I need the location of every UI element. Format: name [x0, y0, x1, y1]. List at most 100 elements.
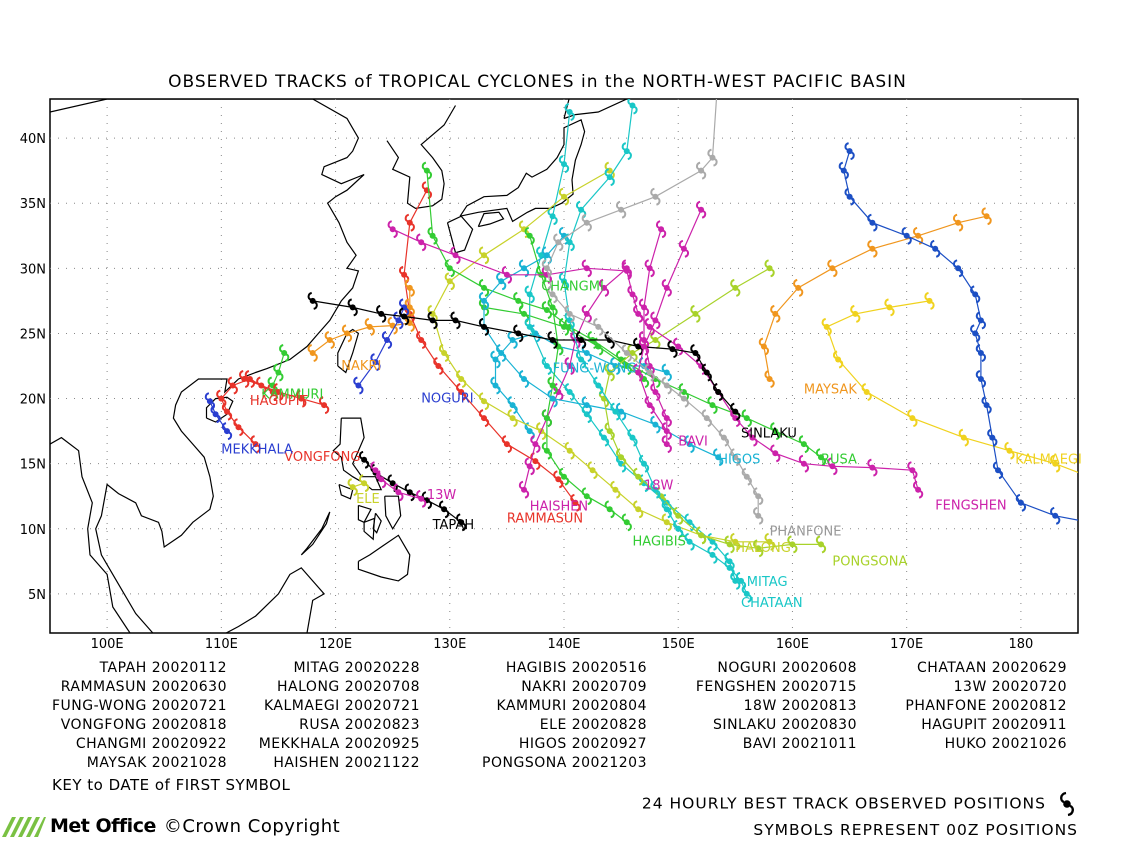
cyclone-position-symbol: [598, 428, 610, 447]
cyclone-position-symbol: [827, 259, 838, 278]
cyclone-position-symbol: [364, 317, 375, 336]
cyclone-position-symbol: [358, 474, 370, 493]
storm-label: HAGUPIT: [250, 394, 308, 409]
storm-label: CHATAAN: [741, 596, 803, 611]
key-entry: TAPAH 20020112: [99, 660, 227, 676]
key-entry: HAGUPIT 20020911: [921, 717, 1067, 733]
date-key: TAPAH 20020112 MITAG 20020228 HAGIBIS 2002…: [0, 660, 1130, 771]
cyclone-position-symbol: [558, 272, 570, 291]
cyclone-position-symbol: [604, 168, 615, 187]
storm-track: [523, 267, 628, 490]
chart-title: OBSERVED TRACKS of TROPICAL CYCLONES in …: [168, 72, 907, 92]
coastline: [50, 99, 365, 633]
key-entry: NOGURI 20020608: [717, 660, 857, 676]
cyclone-position-symbol: [530, 435, 541, 454]
cyclone-position-symbol: [358, 450, 370, 469]
cyclone-position-symbol: [827, 457, 838, 476]
storm-label: CHANGMI: [541, 280, 604, 295]
cyclone-position-symbol: [210, 405, 221, 424]
cyclone-position-symbol: [867, 239, 878, 258]
cyclone-position-symbol: [901, 226, 912, 245]
cyclone-position-symbol: [867, 458, 878, 477]
storm-label: RUSA: [821, 453, 857, 468]
axis-tick-labels: 100E 110E 120E 130E 140E 150E 160E 170E 180 5N 10N…: [20, 132, 1034, 652]
cyclone-position-symbol: [730, 448, 741, 467]
lat-tick-label: 25N: [20, 327, 46, 342]
cyclone-position-symbol: [718, 428, 730, 447]
cyclone-position-symbol: [575, 350, 587, 369]
lon-tick-label: 180: [1008, 637, 1033, 652]
met-office-branding: Met Office ©Crown Copyright: [0, 812, 340, 840]
cyclone-position-symbol: [850, 304, 861, 323]
cyclone-position-symbol: [490, 350, 501, 369]
storm-label: BAVI: [678, 434, 708, 449]
cyclone-position-symbol: [307, 344, 318, 362]
cyclone-position-symbol: [684, 435, 695, 454]
cyclone-position-symbol: [615, 200, 627, 219]
storm-label: MITAG: [747, 575, 788, 590]
key-entry: HIGOS 20020927: [518, 736, 647, 752]
cyclone-position-symbol: [564, 441, 575, 460]
cyclone-position-symbol: [478, 291, 490, 310]
cyclone-position-symbol: [844, 142, 855, 161]
storm-label: HALONG: [735, 541, 790, 556]
cyclone-position-symbol: [753, 487, 764, 506]
cyclone-position-symbol: [907, 461, 918, 480]
cyclone-position-symbol: [547, 298, 558, 317]
cyclone-position-symbol: [735, 571, 747, 590]
lat-tick-label: 5N: [28, 588, 46, 603]
legend-line-2: SYMBOLS REPRESENT 00Z POSITIONS: [753, 821, 1078, 839]
cyclone-position-symbol: [661, 513, 672, 532]
cyclone-position-symbol: [347, 478, 358, 497]
cyclone-position-symbol: [575, 331, 587, 349]
cyclone-position-symbol: [753, 506, 764, 525]
cyclone-position-symbol: [655, 220, 667, 239]
storm-label: 18W: [644, 479, 674, 494]
cyclone-position-symbol: [541, 301, 553, 319]
key-entry: KAMMURI 20020804: [496, 698, 647, 714]
cyclone-position-symbol: [798, 454, 810, 473]
key-entry: PONGSONA 20021203: [482, 755, 647, 771]
lat-tick-label: 40N: [20, 132, 46, 147]
cyclone-position-symbol: [318, 396, 330, 415]
cyclone-position-symbol: [273, 383, 284, 401]
key-entry: SINLAKU 20020830: [713, 717, 857, 733]
cyclone-position-symbol: [724, 558, 735, 577]
cyclone-position-symbol: [524, 457, 535, 476]
coastline: [372, 512, 382, 534]
key-entry: NAKRI 20020709: [521, 679, 647, 695]
cyclone-position-symbol: [553, 470, 564, 489]
cyclone-position-symbol: [673, 519, 684, 538]
cyclone-position-symbol: [815, 535, 827, 554]
cyclone-position-symbol: [496, 344, 507, 362]
lon-tick-label: 130E: [433, 637, 466, 652]
cyclone-position-symbol: [444, 259, 455, 278]
cyclone-position-symbol: [570, 493, 581, 512]
cyclone-position-symbol: [296, 389, 307, 408]
key-entry: ELE 20020828: [539, 717, 647, 733]
cyclone-position-symbol: [621, 261, 632, 280]
cyclone-position-symbol: [610, 480, 621, 499]
coastline: [563, 99, 628, 120]
cyclone-position-symbol: [661, 363, 672, 382]
cyclone-position-symbol: [564, 103, 575, 121]
key-entry: MEKKHALA 20020925: [258, 736, 420, 752]
storm-label: FUNG-WONG: [553, 362, 637, 377]
cyclone-position-symbol: [404, 278, 415, 297]
key-entry: MITAG 20020228: [293, 660, 420, 676]
cyclone-position-symbol: [273, 363, 284, 382]
cyclone-position-symbol: [741, 467, 752, 486]
cyclone-position-symbol: [387, 220, 398, 239]
cyclone-position-symbol: [970, 324, 981, 343]
cyclone-position-symbol: [690, 344, 701, 362]
cyclone-position-symbol: [456, 370, 467, 388]
cyclone-position-symbol: [610, 402, 621, 421]
cyclone-position-symbol: [770, 304, 781, 323]
cyclone-position-symbol: [507, 409, 518, 428]
cyclone-position-symbol: [661, 409, 672, 428]
cyclone-position-symbol: [227, 376, 238, 395]
cyclone-position-symbol: [427, 226, 438, 245]
cyclone-position-symbol: [884, 298, 895, 317]
cyclone-position-symbol: [501, 435, 513, 454]
cyclone-position-symbol: [541, 259, 553, 278]
